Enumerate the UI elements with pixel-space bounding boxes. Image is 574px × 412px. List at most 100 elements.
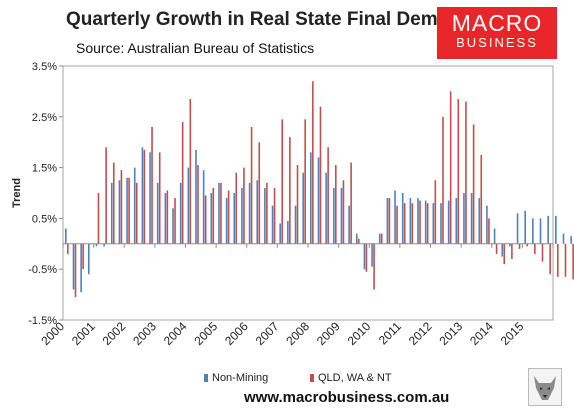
bar-qld-wa-nt <box>67 243 69 254</box>
bar-non-mining <box>164 193 167 244</box>
y-axis-title: Trend <box>11 178 23 208</box>
bar-non-mining <box>179 182 182 244</box>
bar-non-mining <box>524 210 527 244</box>
x-tick-label: 2010 <box>345 319 374 348</box>
x-tick-label: 2002 <box>100 319 129 348</box>
bar-qld-wa-nt <box>426 203 429 244</box>
bar-non-mining <box>378 233 381 244</box>
bar-non-mining <box>241 187 243 244</box>
bar-qld-wa-nt <box>143 149 146 244</box>
legend-item-non-mining: Non-Mining <box>204 372 268 384</box>
bar-non-mining <box>302 172 304 244</box>
x-tick-label: 2006 <box>222 319 251 348</box>
bar-qld-wa-nt <box>342 180 345 244</box>
bar-qld-wa-nt <box>174 198 176 244</box>
bar-qld-wa-nt <box>112 162 115 244</box>
bar-qld-wa-nt <box>411 203 414 244</box>
bar-qld-wa-nt <box>197 165 199 244</box>
bar-non-mining <box>202 170 205 244</box>
bar-qld-wa-nt <box>220 182 222 244</box>
bar-qld-wa-nt <box>243 167 245 244</box>
bar-non-mining <box>149 152 151 244</box>
bar-non-mining <box>256 180 259 244</box>
bar-qld-wa-nt <box>250 126 253 244</box>
logo-line-1: MACRO <box>451 10 543 36</box>
bar-non-mining <box>355 233 358 244</box>
bar-qld-wa-nt <box>419 200 421 244</box>
bar-qld-wa-nt <box>304 119 306 244</box>
x-tick-label: 2001 <box>69 319 98 348</box>
bar-qld-wa-nt <box>495 243 498 254</box>
bar-qld-wa-nt <box>266 182 268 244</box>
bar-non-mining <box>532 218 534 244</box>
bar-qld-wa-nt <box>227 190 230 244</box>
bar-qld-wa-nt <box>128 177 130 244</box>
bar-qld-wa-nt <box>396 205 398 244</box>
bar-non-mining <box>118 180 121 244</box>
bar-non-mining <box>225 198 228 244</box>
y-tick-label: 2.5% <box>32 112 57 124</box>
x-tick-label: 2009 <box>314 319 343 348</box>
bar-qld-wa-nt <box>572 243 574 280</box>
bar-non-mining <box>440 203 442 244</box>
bar-non-mining <box>210 193 213 244</box>
bar-qld-wa-nt <box>105 147 107 244</box>
bar-qld-wa-nt <box>442 116 444 244</box>
bar-non-mining <box>371 243 373 267</box>
bar-non-mining <box>110 182 113 244</box>
bar-qld-wa-nt <box>403 203 406 244</box>
x-tick-label: 2012 <box>406 319 435 348</box>
bar-qld-wa-nt <box>97 193 100 244</box>
bar-qld-wa-nt <box>373 243 375 290</box>
y-tick-label: -1.5% <box>28 315 57 327</box>
bar-non-mining <box>493 228 496 244</box>
bar-non-mining <box>195 149 197 244</box>
bar-qld-wa-nt <box>503 243 506 265</box>
bar-qld-wa-nt <box>457 99 460 244</box>
bar-non-mining <box>264 187 266 244</box>
bar-qld-wa-nt <box>296 165 299 244</box>
bar-qld-wa-nt <box>281 119 284 244</box>
y-tick-label: -0.5% <box>28 264 57 276</box>
bar-non-mining <box>103 243 105 247</box>
bar-non-mining <box>516 213 519 244</box>
x-tick-label: 2007 <box>253 319 282 348</box>
bar-qld-wa-nt <box>488 218 490 244</box>
legend-label-non-mining: Non-Mining <box>212 372 269 384</box>
bar-non-mining <box>141 147 144 244</box>
x-tick-label: 2003 <box>130 319 159 348</box>
bar-qld-wa-nt <box>350 162 352 244</box>
plot-area <box>62 65 554 321</box>
bar-non-mining <box>401 193 404 244</box>
legend-swatch-non-mining <box>204 374 208 382</box>
x-tick-label: 2013 <box>436 319 465 348</box>
bar-non-mining <box>555 215 557 244</box>
bar-non-mining <box>80 243 82 293</box>
bar-non-mining <box>432 203 435 244</box>
chart-subtitle: Source: Australian Bureau of Statistics <box>76 40 315 56</box>
footer-url: www.macrobusiness.com.au <box>244 389 450 406</box>
bar-qld-wa-nt <box>151 126 153 244</box>
bar-non-mining <box>172 208 174 244</box>
bar-qld-wa-nt <box>189 99 192 244</box>
bar-non-mining <box>455 198 458 244</box>
y-tick-label: 3.5% <box>32 61 57 73</box>
bar-qld-wa-nt <box>480 154 483 244</box>
bar-non-mining <box>463 193 465 244</box>
bar-non-mining <box>294 205 297 244</box>
x-tick-label: 2015 <box>498 319 527 348</box>
bar-qld-wa-nt <box>518 243 521 249</box>
bar-qld-wa-nt <box>289 137 291 244</box>
x-tick-label: 2004 <box>161 319 190 348</box>
bar-non-mining <box>65 228 67 244</box>
bar-qld-wa-nt <box>273 187 276 244</box>
bar-qld-wa-nt <box>511 243 513 260</box>
bar-qld-wa-nt <box>449 91 452 244</box>
bar-non-mining <box>562 233 565 244</box>
bar-non-mining <box>156 182 159 244</box>
bar-qld-wa-nt <box>204 195 207 244</box>
bar-qld-wa-nt <box>380 233 383 244</box>
bar-qld-wa-nt <box>472 124 475 244</box>
bar-non-mining <box>87 243 90 275</box>
bar-qld-wa-nt <box>181 121 184 244</box>
